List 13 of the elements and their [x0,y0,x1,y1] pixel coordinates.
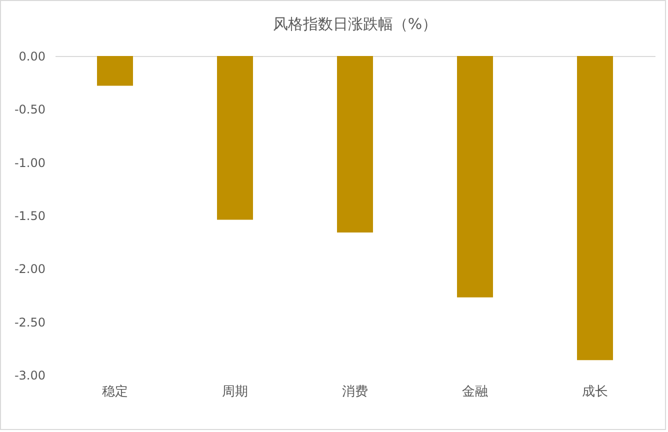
y-tick-label: -1.00 [14,156,46,170]
x-tick-label: 周期 [222,384,248,400]
y-tick-label: -1.50 [14,209,46,223]
y-tick-label: -0.50 [14,102,46,117]
y-tick-label: -3.00 [14,368,46,382]
chart-title: 风格指数日涨跌幅（%） [272,15,438,33]
y-tick-label: 0.00 [18,50,46,64]
y-tick-label: -2.50 [14,315,46,330]
x-tick-label: 金融 [462,384,488,400]
x-tick-label: 成长 [582,384,608,400]
x-tick-label: 稳定 [102,384,128,400]
y-tick-label: -2.00 [14,262,46,276]
x-tick-label: 消费 [342,384,368,400]
